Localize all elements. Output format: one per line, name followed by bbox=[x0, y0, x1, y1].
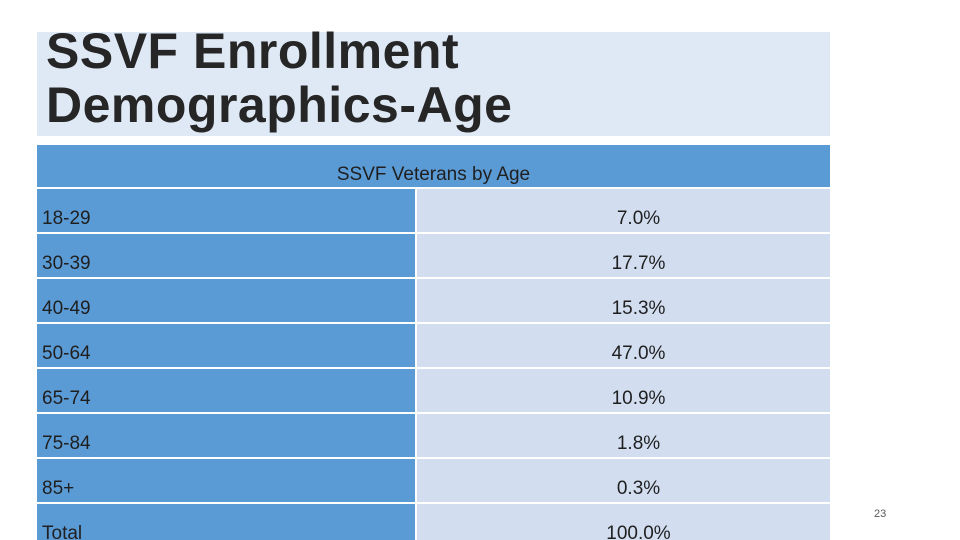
age-cell: 75-84 bbox=[37, 414, 417, 457]
percent-cell: 10.9% bbox=[417, 369, 830, 412]
age-cell: 30-39 bbox=[37, 234, 417, 277]
age-label: 18-29 bbox=[42, 208, 91, 229]
table-row: 85+ 0.3% bbox=[37, 459, 830, 504]
age-cell: 65-74 bbox=[37, 369, 417, 412]
percent-cell: 0.3% bbox=[417, 459, 830, 502]
age-cell: Total bbox=[37, 504, 417, 540]
table-header-label: SSVF Veterans by Age bbox=[336, 164, 531, 185]
percent-value: 7.0% bbox=[616, 208, 661, 229]
percent-cell: 100.0% bbox=[417, 504, 830, 540]
age-label: 40-49 bbox=[42, 298, 91, 319]
percent-value: 100.0% bbox=[606, 523, 671, 540]
age-label: 75-84 bbox=[42, 433, 91, 454]
age-label: 30-39 bbox=[42, 253, 91, 274]
age-cell: 85+ bbox=[37, 459, 417, 502]
percent-value: 1.8% bbox=[616, 433, 661, 454]
percent-value: 47.0% bbox=[611, 343, 666, 364]
table-row: 50-64 47.0% bbox=[37, 324, 830, 369]
age-label: Total bbox=[42, 523, 83, 540]
percent-cell: 17.7% bbox=[417, 234, 830, 277]
percent-cell: 7.0% bbox=[417, 189, 830, 232]
table-row: 40-49 15.3% bbox=[37, 279, 830, 324]
percent-cell: 15.3% bbox=[417, 279, 830, 322]
table-row: 65-74 10.9% bbox=[37, 369, 830, 414]
slide-title: SSVF Enrollment Demographics-Age bbox=[46, 24, 513, 133]
table-row: 75-84 1.8% bbox=[37, 414, 830, 459]
percent-cell: 47.0% bbox=[417, 324, 830, 367]
age-table: SSVF Veterans by Age 18-29 7.0% 30-39 17… bbox=[37, 145, 830, 540]
table-row: 30-39 17.7% bbox=[37, 234, 830, 279]
age-label: 50-64 bbox=[42, 343, 91, 364]
page-number: 23 bbox=[874, 508, 887, 520]
table-row: 18-29 7.0% bbox=[37, 189, 830, 234]
percent-cell: 1.8% bbox=[417, 414, 830, 457]
age-cell: 50-64 bbox=[37, 324, 417, 367]
age-label: 85+ bbox=[42, 478, 75, 499]
table-row-total: Total 100.0% bbox=[37, 504, 830, 540]
age-label: 65-74 bbox=[42, 388, 91, 409]
age-cell: 40-49 bbox=[37, 279, 417, 322]
percent-value: 10.9% bbox=[611, 388, 666, 409]
percent-value: 17.7% bbox=[611, 253, 666, 274]
table-header: SSVF Veterans by Age bbox=[37, 145, 830, 189]
age-cell: 18-29 bbox=[37, 189, 417, 232]
percent-value: 15.3% bbox=[611, 298, 666, 319]
percent-value: 0.3% bbox=[616, 478, 661, 499]
title-background bbox=[37, 32, 830, 136]
